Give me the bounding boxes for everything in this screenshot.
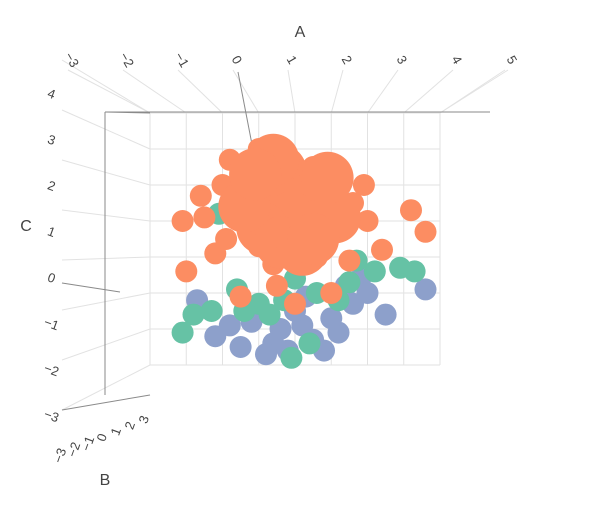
- point-s0-21: [218, 314, 241, 337]
- grid-left-5: [61, 159, 151, 186]
- point-s1-2: [200, 300, 223, 322]
- x-tick-label-8: 5: [504, 53, 521, 67]
- x-tick-label-2: −1: [172, 50, 192, 70]
- point-s1-16: [363, 260, 386, 283]
- point-s2-7: [400, 199, 422, 222]
- grid-left-2: [61, 292, 151, 311]
- grid-left-4: [61, 209, 151, 222]
- grid-top-0: [67, 69, 151, 114]
- x-tick-label-7: 4: [449, 53, 466, 67]
- y-tick-label-4: 1: [107, 425, 124, 437]
- point-s1-9: [298, 332, 321, 355]
- grid-top-6: [367, 69, 399, 114]
- z-tick-label-1: −2: [42, 360, 61, 379]
- y-tick-label-2: −1: [78, 434, 97, 453]
- x-tick-label-5: 2: [339, 53, 356, 67]
- point-s0-3: [229, 336, 252, 358]
- point-s1-11: [338, 271, 361, 294]
- z-tick-label-3: 0: [46, 269, 58, 286]
- point-s0-6: [374, 303, 397, 326]
- grid-top-2: [177, 69, 223, 114]
- x-tick-label-1: −2: [117, 50, 137, 70]
- grid-left-7: [61, 59, 151, 114]
- point-s2-12: [284, 292, 306, 315]
- point-s1-19: [182, 303, 205, 326]
- point-s2-27: [189, 184, 212, 207]
- point-s2-9: [265, 274, 288, 297]
- x-tick-label-4: 1: [284, 53, 301, 67]
- point-s2-28: [352, 174, 375, 196]
- grid-left-6: [61, 109, 151, 150]
- point-core-14: [287, 213, 340, 265]
- x-tick-label-6: 3: [394, 53, 411, 67]
- grid-left-0: [61, 364, 151, 411]
- y-tick-label-1: −2: [64, 440, 83, 459]
- point-s0-5: [255, 343, 277, 366]
- y-tick-label-0: −3: [50, 446, 69, 465]
- point-s2-5: [171, 210, 194, 232]
- point-core-13: [229, 148, 282, 201]
- point-core-12: [301, 151, 354, 204]
- y-tick-label-3: 0: [93, 431, 110, 443]
- z-axis-title: C: [20, 218, 32, 235]
- grid-left-3: [61, 256, 151, 261]
- point-s2-24: [371, 238, 393, 261]
- grid-top-4: [287, 69, 296, 114]
- x-axis-title: A: [295, 24, 306, 41]
- points-layer: [171, 133, 437, 369]
- point-s2-4: [193, 206, 216, 229]
- y-axis-title: B: [100, 472, 111, 489]
- x-tick-label-3: 0: [229, 53, 246, 67]
- grid-left-1: [61, 328, 151, 361]
- point-s1-3: [171, 321, 194, 344]
- frame-edge-6: [61, 282, 121, 293]
- z-tick-label-6: 3: [46, 131, 58, 148]
- point-s2-6: [356, 210, 379, 232]
- point-s2-11: [320, 282, 343, 304]
- grid-top-3: [232, 69, 260, 114]
- point-s2-13: [338, 249, 361, 272]
- point-s2-22: [175, 260, 198, 283]
- point-s0-20: [356, 282, 379, 304]
- point-s0-14: [320, 307, 343, 330]
- grid-top-1: [122, 69, 187, 114]
- z-tick-label-0: −3: [42, 406, 61, 425]
- grid-top-5: [330, 69, 344, 114]
- point-s1-4: [280, 346, 303, 369]
- axis-frame: [61, 71, 490, 411]
- point-s0-7: [414, 278, 437, 301]
- y-tick-label-6: 3: [135, 413, 152, 425]
- grid-top-7: [403, 69, 454, 114]
- point-s2-8: [414, 220, 437, 243]
- z-tick-label-4: 1: [46, 223, 58, 240]
- point-s2-30: [215, 228, 238, 250]
- point-s2-10: [229, 285, 252, 308]
- z-tick-label-5: 2: [46, 177, 58, 194]
- grid-top-right: [439, 69, 506, 114]
- y-tick-label-5: 2: [121, 419, 138, 431]
- x-tick-label-0: −3: [62, 50, 82, 70]
- z-tick-label-2: −1: [42, 314, 61, 333]
- frame-edge-4: [61, 394, 151, 411]
- point-s1-17: [258, 303, 281, 326]
- point-s1-6: [403, 260, 426, 283]
- z-tick-label-7: 4: [46, 85, 58, 102]
